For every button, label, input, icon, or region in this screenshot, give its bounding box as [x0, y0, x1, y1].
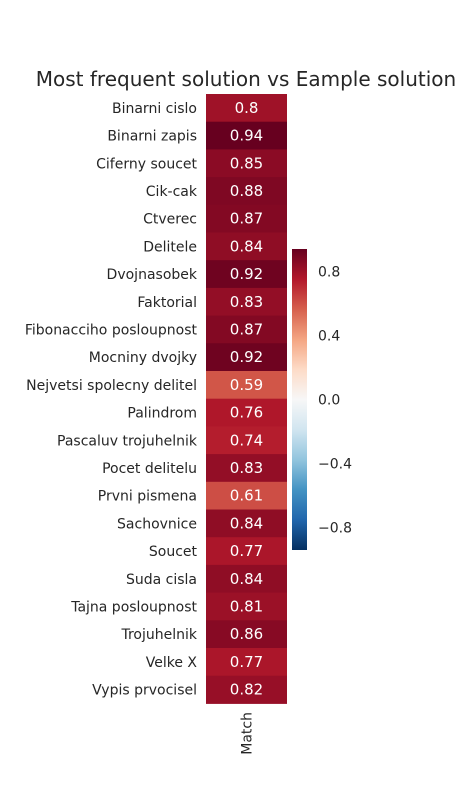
row-label: Palindrom — [127, 406, 197, 422]
column-label-match: Match — [240, 712, 256, 755]
row-label: Ciferny soucet — [96, 156, 197, 172]
heatmap-cell — [206, 204, 287, 233]
cell-value-label: 0.83 — [230, 293, 263, 311]
heatmap-cell — [206, 592, 287, 621]
colorbar-tick-label: −0.8 — [318, 521, 352, 537]
row-label: Cik-cak — [146, 184, 198, 200]
colorbar-tick-label: 0.8 — [318, 264, 340, 280]
row-label: Suda cisla — [126, 572, 197, 588]
heatmap-cell — [206, 260, 287, 289]
row-label: Faktorial — [137, 295, 197, 311]
row-label: Pocet delitelu — [102, 461, 197, 477]
row-label: Prvni pismena — [98, 489, 197, 505]
chart-title: Most frequent solution vs Eample solutio… — [36, 67, 456, 91]
row-label: Pascaluv trojuhelnik — [57, 433, 198, 449]
cell-value-label: 0.86 — [230, 625, 263, 643]
row-label: Vypis prvocisel — [92, 683, 197, 699]
heatmap-cell — [206, 177, 287, 206]
row-label: Dvojnasobek — [107, 267, 198, 283]
cell-value-label: 0.84 — [230, 570, 263, 588]
cell-value-label: 0.92 — [230, 348, 263, 366]
colorbar-tick-label: −0.4 — [318, 457, 352, 473]
row-label: Ctverec — [143, 212, 197, 228]
heatmap-cell — [206, 371, 287, 400]
row-label: Mocniny dvojky — [89, 350, 197, 366]
row-labels: Binarni cislo Binarni zapis Ciferny soucet… — [25, 101, 198, 699]
row-label: Soucet — [149, 544, 198, 560]
heatmap-cell — [206, 398, 287, 427]
heatmap-cell — [206, 537, 287, 566]
heatmap-cell — [206, 315, 287, 344]
heatmap-cell — [206, 454, 287, 483]
heatmap-cell — [206, 232, 287, 261]
cell-value-label: 0.87 — [230, 320, 263, 338]
cell-value-label: 0.81 — [230, 597, 263, 615]
row-label: Fibonacciho posloupnost — [25, 322, 198, 338]
cell-value-label: 0.88 — [230, 182, 263, 200]
heatmap-cell — [206, 121, 287, 150]
row-label: Delitele — [143, 239, 197, 255]
heatmap-cell — [206, 343, 287, 372]
row-label: Trojuhelnik — [120, 627, 197, 643]
cell-value-label: 0.92 — [230, 265, 263, 283]
colorbar-ticks: 0.8 0.4 0.0 −0.4 −0.8 — [318, 264, 352, 536]
cell-value-label: 0.76 — [230, 404, 263, 422]
cell-value-label: 0.87 — [230, 210, 263, 228]
cell-value-label: 0.82 — [230, 681, 263, 699]
cell-value-label: 0.8 — [235, 99, 259, 117]
row-label: Tajna posloupnost — [70, 599, 197, 615]
cell-value-label: 0.83 — [230, 459, 263, 477]
heatmap-cell — [206, 287, 287, 317]
heatmap-cell — [206, 94, 287, 123]
heatmap-cell — [206, 564, 287, 594]
cell-value-label: 0.94 — [230, 127, 263, 145]
heatmap-cell — [206, 481, 287, 510]
heatmap-cell — [206, 675, 287, 704]
row-label: Binarni zapis — [107, 129, 197, 145]
row-label: Nejvetsi spolecny delitel — [26, 378, 197, 394]
row-label: Velke X — [146, 655, 198, 671]
heatmap-cell — [206, 149, 287, 178]
colorbar-tick-label: 0.0 — [318, 393, 340, 409]
cell-value-label: 0.77 — [230, 542, 263, 560]
heatmap-cell — [206, 509, 287, 538]
heatmap-cell — [206, 426, 287, 455]
cell-value-label: 0.84 — [230, 237, 263, 255]
cell-value-label: 0.74 — [230, 431, 263, 449]
heatmap-cells: 0.8 0.94 0.85 0.88 0.87 0.84 0.92 0.83 0.87 0.92 0… — [206, 94, 287, 704]
row-label: Binarni cislo — [112, 101, 197, 117]
cell-value-label: 0.84 — [230, 514, 263, 532]
colorbar-tick-label: 0.4 — [318, 328, 340, 344]
cell-value-label: 0.77 — [230, 653, 263, 671]
cell-value-label: 0.85 — [230, 154, 263, 172]
cell-value-label: 0.59 — [230, 376, 263, 394]
cell-value-label: 0.61 — [230, 487, 263, 505]
heatmap-cell — [206, 648, 287, 677]
heatmap-cell — [206, 620, 287, 649]
row-label: Sachovnice — [117, 516, 197, 532]
colorbar — [292, 249, 307, 550]
